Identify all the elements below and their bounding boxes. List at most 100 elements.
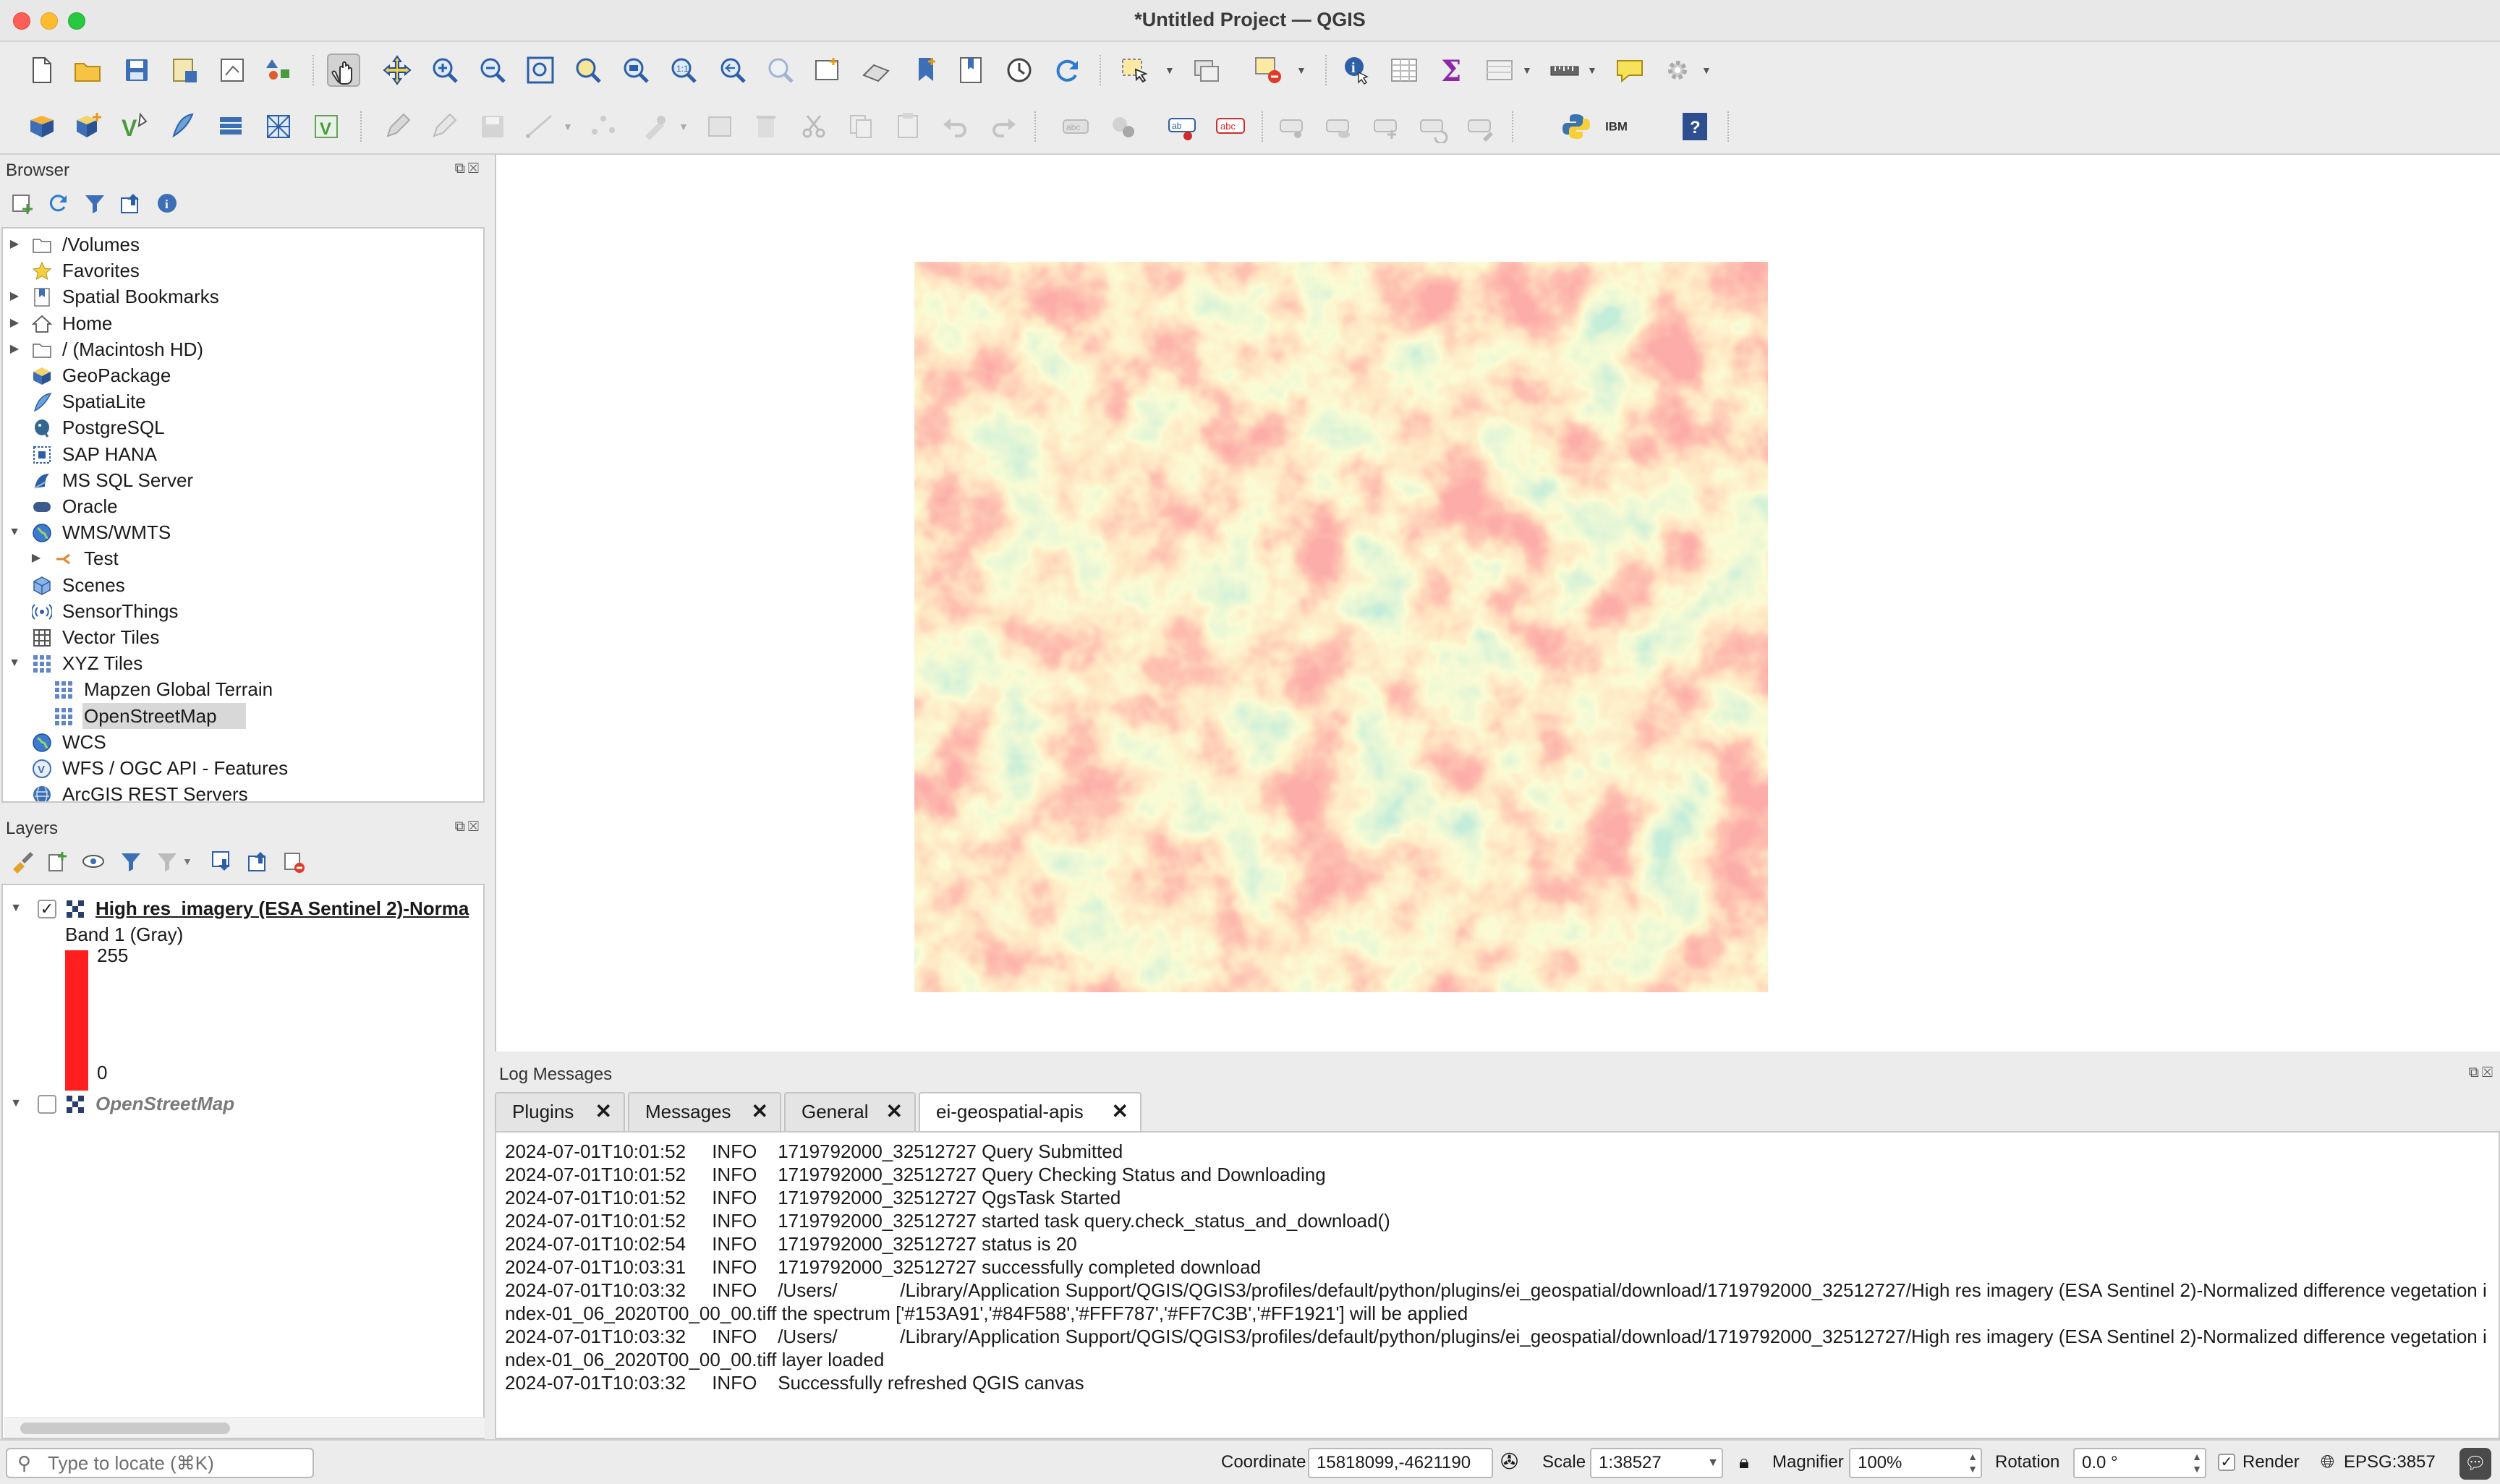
crs-label[interactable]: EPSG:3857	[2344, 1452, 2436, 1472]
browser-item-arcgis-rest-servers[interactable]: ArcGIS REST Servers	[3, 781, 483, 801]
layer-visibility-checkbox[interactable]	[38, 1095, 56, 1114]
browser-item-test[interactable]: ▶ Test	[3, 545, 483, 571]
refresh-browser-icon[interactable]	[46, 191, 71, 216]
crs-globe-icon[interactable]: 🌐︎	[2321, 1452, 2335, 1472]
layer-row-ndvi[interactable]: ▼ ✓ High res_imagery (ESA Sentinel 2)-No…	[3, 895, 483, 921]
pan-map-icon[interactable]	[327, 54, 360, 87]
browser-item-sap-hana[interactable]: SAP HANA	[3, 441, 483, 467]
browser-item-volumes[interactable]: ▶ /Volumes	[3, 231, 483, 257]
modify-dropdown-icon[interactable]: ▼	[679, 121, 689, 132]
zoom-last-icon[interactable]	[716, 54, 749, 87]
browser-item-postgresql[interactable]: PostgreSQL	[3, 414, 483, 440]
digitize-dropdown-icon[interactable]: ▼	[563, 121, 573, 132]
layer-row-osm[interactable]: ▼ OpenStreetMap	[3, 1091, 483, 1117]
deselect-all-icon[interactable]	[1251, 54, 1285, 87]
new-shapefile-layer-icon[interactable]: V	[119, 110, 152, 143]
new-geopackage-layer-icon[interactable]	[71, 110, 104, 143]
print-layout-icon[interactable]	[216, 54, 249, 87]
label-settings-icon[interactable]	[1107, 110, 1140, 143]
browser-item-wcs[interactable]: WCS	[3, 729, 483, 755]
layers-horizontal-scrollbar[interactable]	[4, 1417, 485, 1438]
digitize-line-icon[interactable]	[524, 110, 557, 143]
label-toolbar-icon[interactable]: abc	[1059, 110, 1092, 143]
remove-layer-icon[interactable]	[282, 849, 307, 874]
new-spatialite-layer-icon[interactable]	[166, 110, 200, 143]
temporal-controller-icon[interactable]	[1003, 54, 1036, 87]
ibm-plugin-icon[interactable]: IBM	[1603, 110, 1646, 143]
minimize-window-button[interactable]	[41, 12, 58, 30]
show-bookmarks-icon[interactable]	[955, 54, 988, 87]
change-label-icon[interactable]	[1464, 110, 1497, 143]
browser-item-vector-tiles[interactable]: Vector Tiles	[3, 624, 483, 650]
rotation-field[interactable]: 0.0 ° ▲ ▼	[2073, 1448, 2206, 1478]
map-canvas[interactable]	[495, 155, 2500, 1052]
magnifier-spinner-icon[interactable]: ▲ ▼	[1968, 1451, 1978, 1475]
collapsed-arrow-icon[interactable]: ▶	[9, 342, 20, 355]
collapsed-arrow-icon[interactable]: ▶	[9, 290, 20, 303]
close-tab-icon[interactable]: ✕	[595, 1100, 612, 1122]
redo-icon[interactable]	[987, 110, 1020, 143]
browser-item-spatialite[interactable]: SpatiaLite	[3, 388, 483, 414]
table-dropdown-icon[interactable]: ▼	[1522, 64, 1532, 76]
panel-float-close-icons[interactable]: ⧉☒	[454, 161, 482, 176]
select-dropdown-icon[interactable]: ▼	[1165, 64, 1175, 76]
layers-float-close-icons[interactable]: ⧉☒	[454, 819, 482, 835]
layer-name-ndvi[interactable]: High res_imagery (ESA Sentinel 2)-Norma	[95, 897, 469, 919]
save-layer-edits-icon[interactable]	[476, 110, 509, 143]
zoom-out-icon[interactable]	[476, 54, 509, 87]
filter-by-expression-icon[interactable]	[155, 849, 179, 874]
layer-name-osm[interactable]: OpenStreetMap	[95, 1093, 235, 1114]
close-tab-icon[interactable]: ✕	[751, 1100, 768, 1122]
help-icon[interactable]: ?	[1678, 110, 1712, 143]
zoom-in-icon[interactable]	[428, 54, 462, 87]
new-spatial-bookmark-icon[interactable]	[910, 54, 943, 87]
browser-item-geopackage[interactable]: GeoPackage	[3, 362, 483, 388]
show-hide-labels-icon[interactable]	[1322, 110, 1356, 143]
close-window-button[interactable]	[13, 12, 30, 30]
new-map-view-icon[interactable]	[812, 54, 845, 87]
expand-all-icon[interactable]	[210, 849, 234, 874]
tab-general[interactable]: General ✕	[784, 1092, 916, 1131]
zoom-native-icon[interactable]: 1:1	[667, 54, 700, 87]
expanded-arrow-icon[interactable]: ▼	[9, 657, 20, 670]
attribute-table-icon[interactable]	[1387, 54, 1421, 87]
scale-field[interactable]: 1:38527 ▼	[1590, 1448, 1723, 1478]
log-messages-area[interactable]: 2024-07-01T10:01:52 INFO 1719792000_3251…	[495, 1131, 2500, 1439]
style-layer-icon[interactable]	[10, 849, 35, 874]
collapse-all-layers-icon[interactable]	[246, 849, 271, 874]
save-project-icon[interactable]	[120, 54, 153, 87]
layers-tree[interactable]: ▼ ✓ High res_imagery (ESA Sentinel 2)-No…	[1, 884, 485, 1439]
new-3d-map-view-icon[interactable]	[859, 54, 893, 87]
tab-messages[interactable]: Messages ✕	[628, 1092, 781, 1131]
undo-icon[interactable]	[939, 110, 972, 143]
layer-expand-arrow-icon[interactable]: ▼	[10, 1097, 22, 1109]
identify-features-icon[interactable]: i	[1340, 54, 1373, 87]
collapsed-arrow-icon[interactable]: ▶	[9, 238, 20, 250]
paste-features-icon[interactable]	[891, 110, 924, 143]
zoom-to-selection-icon[interactable]	[571, 54, 605, 87]
zoom-full-icon[interactable]	[524, 54, 557, 87]
coordinate-field[interactable]: 15818099,-4621190	[1308, 1448, 1493, 1478]
pan-to-selection-icon[interactable]	[380, 54, 414, 87]
browser-item-home[interactable]: ▶ Home	[3, 310, 483, 336]
browser-item-wms-wmts[interactable]: ▼ WMS/WMTS	[3, 519, 483, 545]
add-selected-layers-icon[interactable]	[10, 191, 35, 216]
browser-item-oracle[interactable]: Oracle	[3, 493, 483, 519]
browser-item-favorites[interactable]: Favorites	[3, 257, 483, 283]
browser-item-openstreetmap[interactable]: OpenStreetMap	[3, 702, 483, 729]
lock-scale-icon[interactable]: 🔒︎	[1739, 1451, 1749, 1472]
refresh-icon[interactable]	[1050, 54, 1084, 87]
browser-item-ms-sql-server[interactable]: MS SQL Server	[3, 467, 483, 493]
new-temporary-layer-icon[interactable]: V	[310, 110, 343, 143]
properties-info-icon[interactable]: i	[155, 191, 179, 216]
field-calculator-icon[interactable]	[1483, 54, 1516, 87]
cut-features-icon[interactable]	[797, 110, 830, 143]
current-edits-icon[interactable]	[427, 110, 460, 143]
expanded-arrow-icon[interactable]: ▼	[9, 526, 20, 539]
new-virtual-layer-icon[interactable]	[214, 110, 247, 143]
filter-browser-icon[interactable]	[82, 191, 107, 216]
browser-item-wfs-ogc-api-features[interactable]: V WFS / OGC API - Features	[3, 755, 483, 781]
filter-legend-icon[interactable]	[119, 849, 143, 874]
style-manager-icon[interactable]	[263, 54, 297, 87]
tab-ei-geospatial-apis[interactable]: ei-geospatial-apis ✕	[919, 1092, 1141, 1133]
